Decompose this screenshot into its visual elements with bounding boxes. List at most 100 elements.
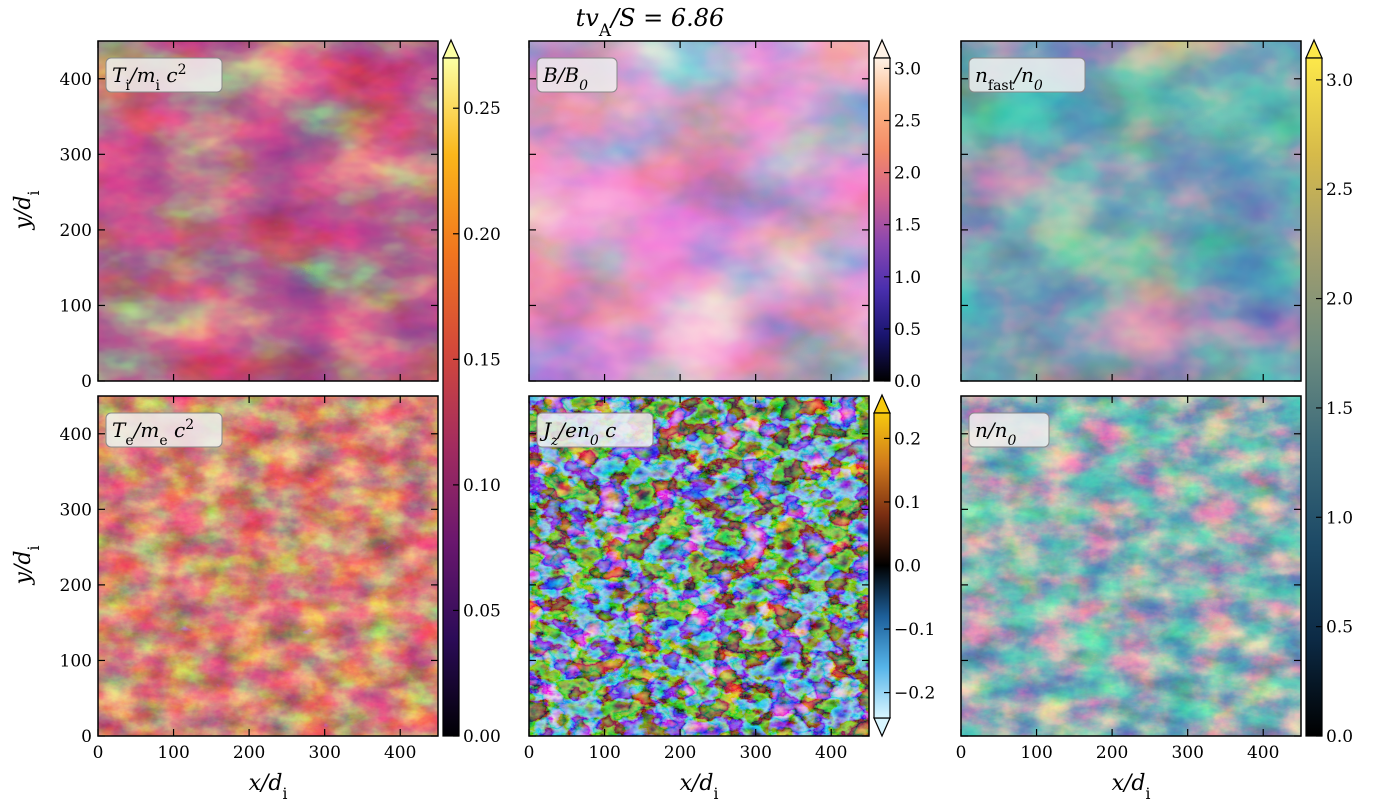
x-tick-label: 100 <box>588 743 620 763</box>
colorbar-tick-label: 1.0 <box>1326 508 1353 528</box>
colorbar-density: 0.0 0.5 1.0 1.5 2.0 2.5 3.0 <box>1305 38 1353 747</box>
colorbar-tick-label: 3.0 <box>1326 71 1353 91</box>
heatmap-field <box>961 396 1301 736</box>
panel-label: B/B0 <box>542 63 588 94</box>
colorbar-tick-label: 0.25 <box>463 99 501 119</box>
heatmap-field <box>98 396 438 736</box>
colorbar-tick-label: 2.0 <box>894 164 921 184</box>
x-tick-label: 100 <box>157 743 189 763</box>
y-tick-label: 100 <box>60 296 92 316</box>
colorbar-tick-label: 0.10 <box>463 476 501 496</box>
panel-label-box <box>105 57 223 93</box>
x-tick-label: 300 <box>739 743 771 763</box>
colorbar-gradient <box>442 57 460 737</box>
x-axis-label-3: x/di <box>1112 771 1151 803</box>
axes-frame <box>528 395 870 737</box>
y-tick-label: 300 <box>60 500 92 520</box>
colorbar-tick-label: 3.0 <box>894 59 921 79</box>
panel-label: Ti/mi c2 <box>112 62 187 94</box>
colorbar-tick-label: 0.15 <box>463 350 501 370</box>
axes-frame <box>960 40 1302 382</box>
colorbar-extend-min <box>873 717 891 738</box>
x-tick-label: 200 <box>1096 743 1128 763</box>
colorbar-tick-label: 0.5 <box>894 320 921 340</box>
axis-labels-group: y/di y/di x/di x/di x/di <box>11 191 1150 804</box>
y-tick-label: 200 <box>60 221 92 241</box>
panel-label-box <box>968 412 1050 448</box>
y-tick-label: 100 <box>60 651 92 671</box>
axes-frame <box>960 395 1302 737</box>
colorbar-tick-label: 0.5 <box>1326 618 1353 638</box>
panel-label: n/n0 <box>975 418 1017 449</box>
axes-frame <box>528 40 870 382</box>
colorbar-gradient <box>873 57 891 382</box>
panel-label: Jz/en0 c <box>539 418 616 449</box>
panel-label-box <box>536 57 618 93</box>
panel-label: nfast/n0 <box>975 63 1043 94</box>
panel-5: 0 100 200 300 400 Jz/en0 c <box>524 395 870 763</box>
figure-title-text: tvA/S = 6.86 <box>576 4 725 40</box>
panel-3: nfast/n0 <box>960 40 1302 382</box>
colorbar-tick-label: 2.5 <box>1326 180 1353 200</box>
x-tick-label: 200 <box>664 743 696 763</box>
y-tick-label: 300 <box>60 145 92 165</box>
colorbar-tick-label: 0.0 <box>1326 727 1353 747</box>
x-tick-label: 0 <box>524 743 535 763</box>
colorbar-extend-max <box>442 38 460 59</box>
y-tick-label: 0 <box>81 727 92 747</box>
panel-2: B/B0 <box>528 40 870 382</box>
colorbar-tick-label: −0.2 <box>894 684 935 704</box>
y-tick-label: 0 <box>81 372 92 392</box>
colorbar-extend-max <box>1305 38 1323 59</box>
y-tick-label: 200 <box>60 576 92 596</box>
colorbar-tick-label: 1.0 <box>894 268 921 288</box>
colorbar-current: −0.2 −0.1 0.0 0.1 0.2 <box>873 393 935 738</box>
x-tick-label: 300 <box>308 743 340 763</box>
colorbar-tick-label: 0.00 <box>463 727 501 747</box>
x-tick-label: 0 <box>93 743 104 763</box>
axes-frame <box>97 395 439 737</box>
y-tick-label: 400 <box>60 70 92 90</box>
colorbar-tick-label: 2.0 <box>1326 290 1353 310</box>
colorbar-gradient <box>1305 57 1323 737</box>
heatmap-field <box>98 41 438 381</box>
colorbar-tick-label: −0.1 <box>894 620 935 640</box>
panels-group: 0 100 200 300 400 Ti/mi c2 B/B0 nfast/n0 0 100 200… <box>60 40 1302 763</box>
colorbar-extend-max <box>873 38 891 59</box>
colorbar-temperature: 0.00 0.05 0.10 0.15 0.20 0.25 <box>442 38 501 747</box>
y-axis-label-bottom: y/di <box>11 546 43 586</box>
colorbar-tick-label: 1.5 <box>894 216 921 236</box>
colorbar-tick-label: 0.0 <box>894 557 921 577</box>
heatmap-field <box>961 41 1301 381</box>
colorbar-tick-label: 0.0 <box>894 372 921 392</box>
axes-frame <box>97 40 439 382</box>
panel-4: 0 100 200 300 400 0 100 200 300 400 Te/me c2 <box>60 395 439 763</box>
x-tick-label: 400 <box>815 743 847 763</box>
y-axis-label-top: y/di <box>11 191 43 231</box>
x-axis-label-2: x/di <box>680 771 719 803</box>
colorbar-tick-label: 1.5 <box>1326 399 1353 419</box>
panel-1: 0 100 200 300 400 Ti/mi c2 <box>60 40 439 392</box>
panel-6: 0 100 200 300 400 n/n0 <box>956 395 1302 763</box>
colorbar-tick-label: 0.2 <box>894 429 921 449</box>
heatmap-field <box>529 41 869 381</box>
panel-label-box <box>105 412 223 448</box>
x-tick-label: 100 <box>1020 743 1052 763</box>
x-tick-label: 0 <box>956 743 967 763</box>
colorbars-group: 0.00 0.05 0.10 0.15 0.20 0.25 0.0 0.5 1.0 1.5 2.0 2… <box>442 38 1353 747</box>
colorbar-tick-label: 0.05 <box>463 601 501 621</box>
x-tick-label: 400 <box>384 743 416 763</box>
x-axis-label-1: x/di <box>249 771 288 803</box>
panel-label: Te/me c2 <box>112 417 194 449</box>
colorbar-tick-label: 0.1 <box>894 493 921 513</box>
colorbar-tick-label: 2.5 <box>894 112 921 132</box>
colorbar-tick-label: 0.20 <box>463 225 501 245</box>
colorbar-extend-max <box>873 393 891 414</box>
x-tick-label: 200 <box>233 743 265 763</box>
panel-label-box <box>536 412 654 448</box>
x-tick-label: 300 <box>1171 743 1203 763</box>
x-tick-label: 400 <box>1247 743 1279 763</box>
colorbar-magnetic: 0.0 0.5 1.0 1.5 2.0 2.5 3.0 <box>873 38 921 392</box>
panel-label-box <box>968 57 1086 93</box>
